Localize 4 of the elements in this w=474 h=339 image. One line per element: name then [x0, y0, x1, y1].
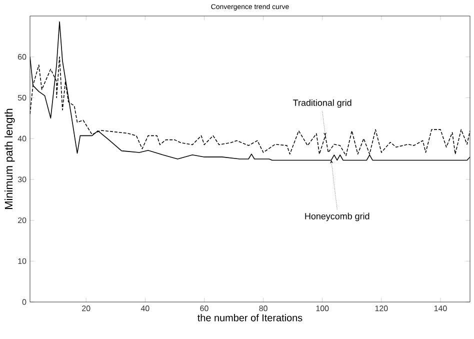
- text: Honeycomb grid: [305, 212, 370, 222]
- text: Traditional grid: [293, 99, 352, 108]
- y-axis-title: Minimum path length: [4, 108, 15, 209]
- x-axis-title: the number of Iterations: [198, 314, 302, 322]
